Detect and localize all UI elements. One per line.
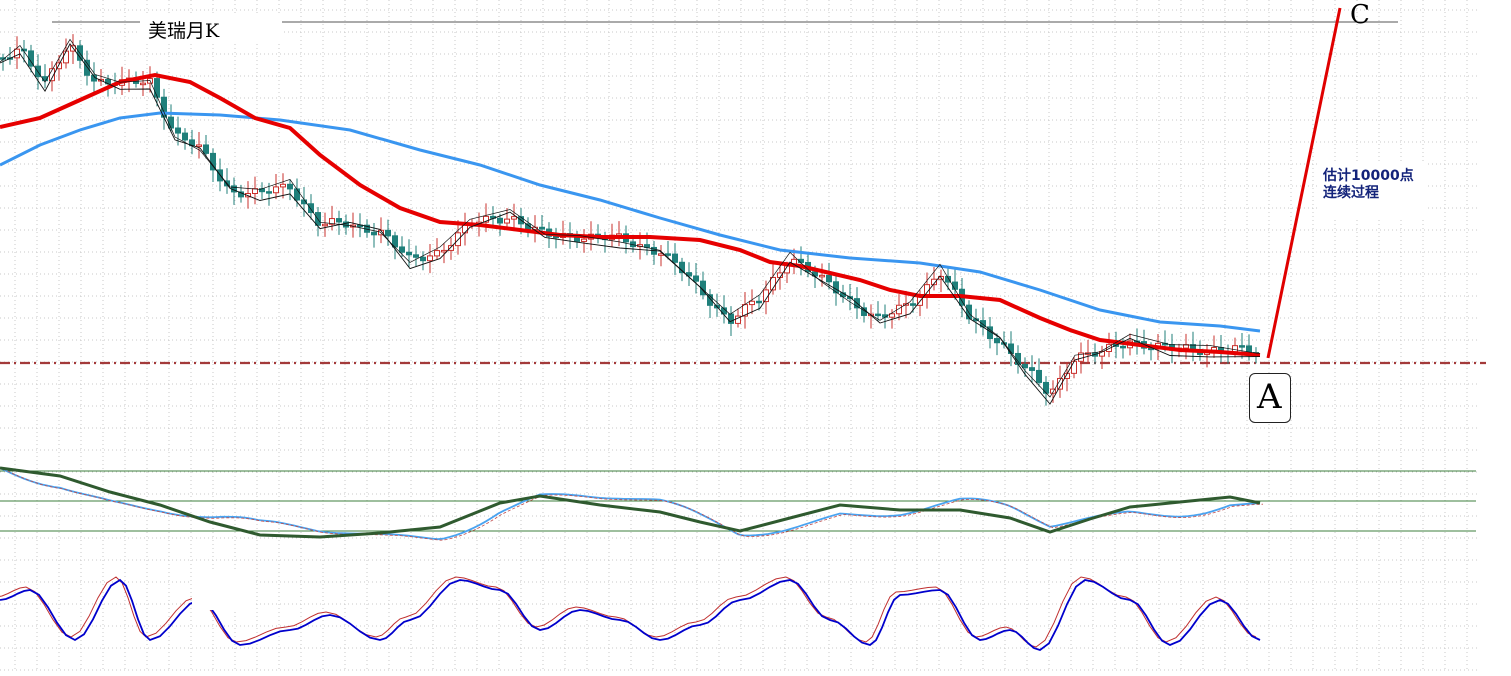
candle-body bbox=[406, 251, 412, 256]
candle-body bbox=[1029, 367, 1035, 371]
label-a: A bbox=[1257, 377, 1282, 417]
candle-body bbox=[287, 183, 293, 190]
oscillator-lower bbox=[0, 576, 1261, 651]
chart-title: 美瑞月K bbox=[148, 20, 220, 42]
candle-body bbox=[1099, 350, 1105, 357]
candle-body bbox=[735, 315, 741, 324]
candle-body bbox=[1120, 345, 1126, 349]
candle-body bbox=[1036, 369, 1042, 383]
ma-blue-line bbox=[0, 111, 1261, 333]
candle-body bbox=[329, 218, 335, 225]
candle-body bbox=[497, 217, 503, 224]
candle-body bbox=[945, 275, 951, 283]
title-background bbox=[140, 14, 282, 42]
candle-body bbox=[420, 256, 426, 262]
candle-body bbox=[196, 144, 202, 147]
candle-body bbox=[385, 229, 391, 237]
candle-body bbox=[448, 245, 454, 251]
label-c: C bbox=[1350, 0, 1370, 30]
candle-body bbox=[483, 215, 489, 223]
candle-body bbox=[399, 246, 405, 253]
candle-body bbox=[273, 186, 279, 194]
candle-body bbox=[889, 313, 895, 318]
candle-body bbox=[63, 50, 69, 64]
candle-body bbox=[539, 226, 545, 230]
moving-averages bbox=[0, 38, 1261, 405]
candles bbox=[0, 34, 1259, 406]
candle-body bbox=[203, 144, 209, 154]
blank-area bbox=[192, 572, 256, 610]
candle-body bbox=[413, 254, 419, 258]
candle-body bbox=[875, 313, 881, 317]
ma-black-thin-line bbox=[0, 38, 1261, 398]
candle-body bbox=[511, 216, 517, 220]
candle-body bbox=[280, 183, 286, 188]
label-a-frame bbox=[1249, 373, 1291, 423]
candle-body bbox=[168, 116, 174, 129]
candle-body bbox=[952, 281, 958, 290]
ma-red-line bbox=[0, 72, 1261, 357]
candle-body bbox=[1239, 345, 1245, 348]
candle-body bbox=[294, 188, 300, 201]
projection-note: 估计10000点 连续过程 bbox=[1323, 168, 1414, 202]
candle-body bbox=[238, 191, 244, 198]
candle-body bbox=[441, 249, 447, 253]
candle-body bbox=[994, 338, 1000, 344]
candle-body bbox=[175, 127, 181, 134]
candle-body bbox=[21, 48, 27, 52]
candle-body bbox=[581, 238, 587, 242]
projection-note-line1: 估计10000点 bbox=[1323, 168, 1414, 184]
candle-body bbox=[672, 253, 678, 263]
candle-body bbox=[434, 250, 440, 257]
candle-body bbox=[84, 59, 90, 76]
projection-note-line2: 连续过程 bbox=[1323, 185, 1379, 201]
candle-body bbox=[1050, 388, 1056, 394]
oscillator-slow-line bbox=[0, 466, 1261, 539]
oscillator-signal-line bbox=[2, 468, 1264, 541]
candle-body bbox=[728, 313, 734, 324]
candle-body bbox=[931, 278, 937, 286]
candle-body bbox=[343, 221, 349, 228]
candle-body bbox=[154, 78, 160, 98]
projection-line bbox=[1266, 7, 1342, 359]
candle-body bbox=[322, 223, 328, 227]
candle-body bbox=[896, 304, 902, 315]
candle-body bbox=[693, 275, 699, 282]
oscillator-fast-line bbox=[0, 467, 1261, 541]
candle-body bbox=[504, 218, 510, 224]
grid bbox=[0, 0, 1480, 672]
candle-body bbox=[140, 82, 146, 86]
candle-body bbox=[826, 274, 832, 283]
candle-body bbox=[1071, 360, 1077, 374]
candle-body bbox=[14, 48, 20, 59]
candle-body bbox=[819, 274, 825, 278]
oscillator-middle bbox=[0, 466, 1264, 541]
lower-main-line bbox=[0, 578, 1261, 651]
candle-body bbox=[749, 300, 755, 306]
candle-body bbox=[1232, 345, 1238, 353]
candle-body bbox=[56, 62, 62, 70]
candle-body bbox=[966, 304, 972, 320]
candle-body bbox=[679, 261, 685, 274]
lower-signal-line bbox=[0, 576, 1257, 648]
candle-body bbox=[266, 191, 272, 194]
candle-body bbox=[756, 300, 762, 304]
candle-body bbox=[427, 255, 433, 262]
candle-body bbox=[371, 231, 377, 236]
candle-body bbox=[1043, 381, 1049, 394]
candle-body bbox=[707, 294, 713, 306]
projection bbox=[1266, 7, 1342, 359]
candle-body bbox=[910, 303, 916, 306]
candle-body bbox=[308, 203, 314, 214]
ma-black-line bbox=[0, 43, 1261, 405]
candle-body bbox=[1022, 363, 1028, 369]
candle-body bbox=[665, 253, 671, 256]
note-background bbox=[1318, 163, 1426, 219]
candle-body bbox=[336, 218, 342, 223]
candle-body bbox=[182, 132, 188, 141]
